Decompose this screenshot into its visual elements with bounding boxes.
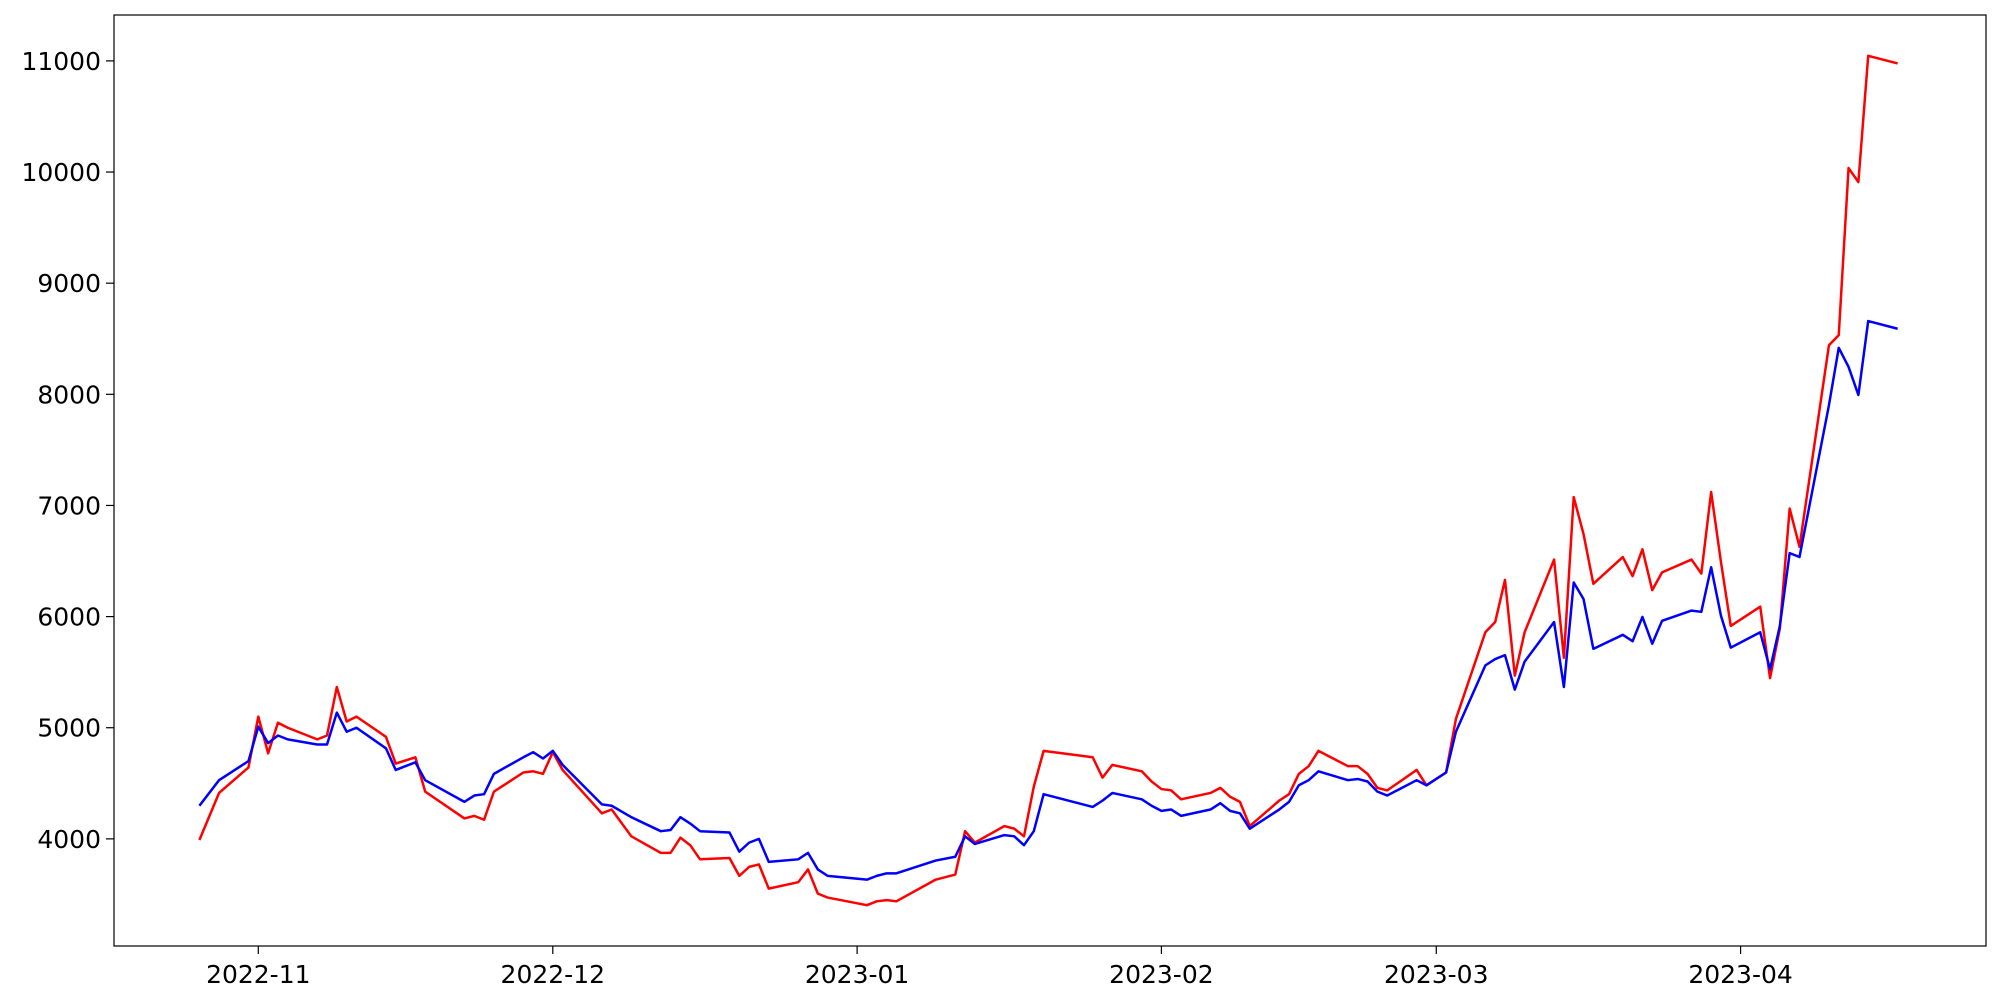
y-tick-label: 11000 xyxy=(21,47,101,76)
y-tick-label: 4000 xyxy=(37,825,101,854)
y-tick-label: 8000 xyxy=(37,380,101,409)
x-tick-label: 2022-11 xyxy=(206,960,310,989)
y-tick-label: 9000 xyxy=(37,269,101,298)
x-tick-label: 2023-03 xyxy=(1384,960,1488,989)
x-tick-label: 2023-04 xyxy=(1688,960,1792,989)
x-tick-label: 2022-12 xyxy=(501,960,605,989)
y-tick-label: 10000 xyxy=(21,158,101,187)
y-tick-label: 5000 xyxy=(37,714,101,743)
line-series xyxy=(198,319,1898,881)
plot-frame xyxy=(113,14,1987,947)
x-tick-label: 2023-02 xyxy=(1109,960,1213,989)
y-tick-label: 7000 xyxy=(37,491,101,520)
x-tick-label: 2023-01 xyxy=(805,960,909,989)
line-series xyxy=(198,54,1898,907)
y-tick-label: 6000 xyxy=(37,603,101,632)
